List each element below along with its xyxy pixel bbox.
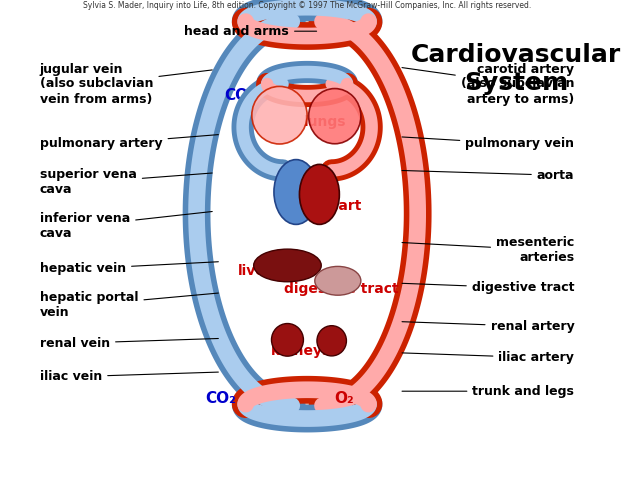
Ellipse shape <box>246 389 369 420</box>
Text: heart: heart <box>320 199 362 214</box>
Text: CO₂: CO₂ <box>224 88 255 104</box>
Text: carotid artery
(also subclavian
artery to arms): carotid artery (also subclavian artery t… <box>402 62 574 106</box>
Text: jugular vein
(also subclavian
vein from arms): jugular vein (also subclavian vein from … <box>40 62 212 106</box>
Text: digestive tract: digestive tract <box>284 282 398 296</box>
Text: kidneys: kidneys <box>271 344 331 359</box>
Ellipse shape <box>252 86 307 144</box>
Text: inferior vena
cava: inferior vena cava <box>40 212 212 240</box>
Ellipse shape <box>315 266 361 295</box>
Text: O₂: O₂ <box>334 391 354 406</box>
Ellipse shape <box>317 325 346 356</box>
Ellipse shape <box>274 159 318 225</box>
Text: pulmonary artery: pulmonary artery <box>40 134 218 151</box>
Ellipse shape <box>246 6 369 37</box>
Ellipse shape <box>271 324 303 356</box>
Ellipse shape <box>300 164 339 225</box>
Text: hepatic vein: hepatic vein <box>40 262 218 276</box>
Ellipse shape <box>253 249 321 282</box>
Text: Sylvia S. Mader, Inquiry into Life, 8th edition. Copyright © 1997 The McGraw-Hil: Sylvia S. Mader, Inquiry into Life, 8th … <box>83 1 531 10</box>
Text: iliac artery: iliac artery <box>402 351 574 364</box>
Text: lungs: lungs <box>304 115 347 130</box>
Text: liver: liver <box>237 264 272 278</box>
Text: hepatic portal
vein: hepatic portal vein <box>40 291 218 319</box>
Text: superior vena
cava: superior vena cava <box>40 168 212 196</box>
Text: Cardiovascular
System: Cardiovascular System <box>411 43 621 95</box>
Text: CO₂: CO₂ <box>205 391 237 406</box>
Text: trunk and legs: trunk and legs <box>402 384 574 398</box>
Text: aorta: aorta <box>402 168 574 182</box>
Text: pulmonary vein: pulmonary vein <box>402 137 574 151</box>
Text: iliac vein: iliac vein <box>40 370 218 384</box>
Text: mesenteric
arteries: mesenteric arteries <box>402 236 574 264</box>
Ellipse shape <box>308 88 361 144</box>
Text: renal vein: renal vein <box>40 336 218 350</box>
Text: head and arms: head and arms <box>184 24 317 38</box>
Text: digestive tract: digestive tract <box>402 281 574 295</box>
Text: renal artery: renal artery <box>402 320 574 333</box>
Text: O₂: O₂ <box>322 88 342 104</box>
